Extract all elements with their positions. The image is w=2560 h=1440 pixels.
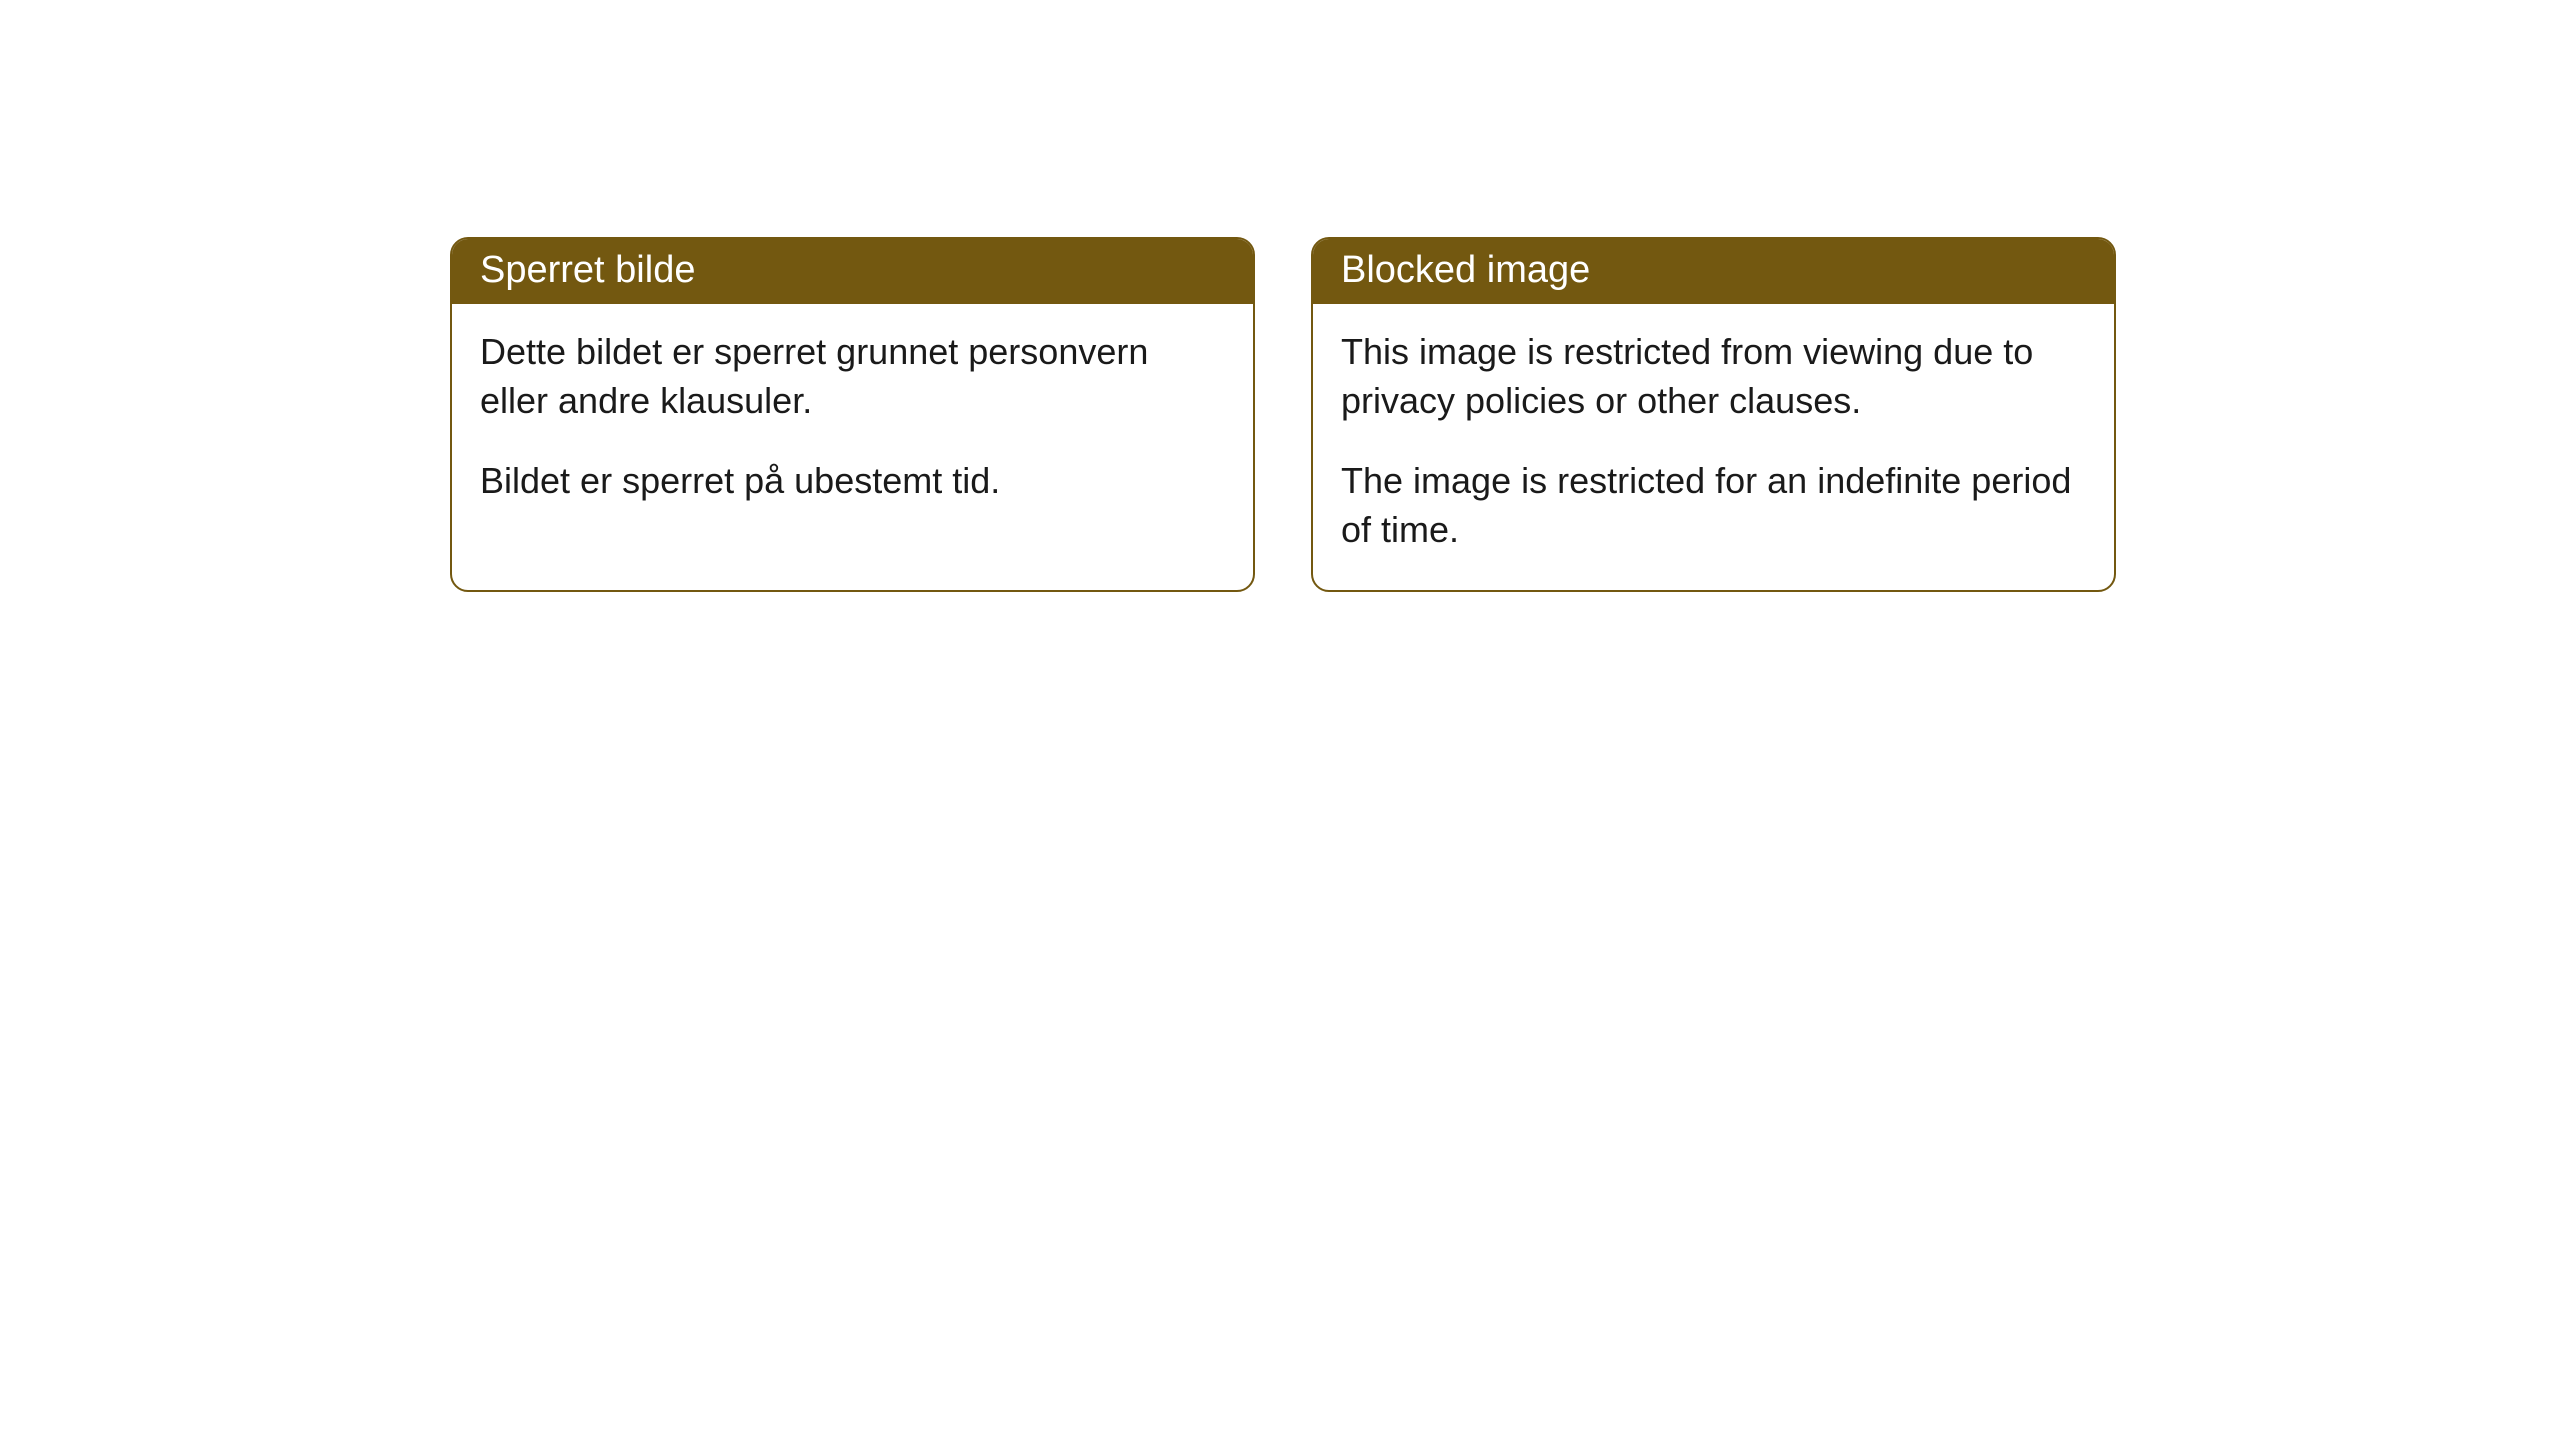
- card-body: Dette bildet er sperret grunnet personve…: [452, 304, 1253, 542]
- card-paragraph: This image is restricted from viewing du…: [1341, 328, 2086, 425]
- notice-container: Sperret bilde Dette bildet er sperret gr…: [450, 237, 2560, 592]
- notice-card-norwegian: Sperret bilde Dette bildet er sperret gr…: [450, 237, 1255, 592]
- card-title: Blocked image: [1313, 239, 2114, 304]
- card-paragraph: Bildet er sperret på ubestemt tid.: [480, 457, 1225, 506]
- card-paragraph: The image is restricted for an indefinit…: [1341, 457, 2086, 554]
- card-paragraph: Dette bildet er sperret grunnet personve…: [480, 328, 1225, 425]
- card-title: Sperret bilde: [452, 239, 1253, 304]
- card-body: This image is restricted from viewing du…: [1313, 304, 2114, 590]
- notice-card-english: Blocked image This image is restricted f…: [1311, 237, 2116, 592]
